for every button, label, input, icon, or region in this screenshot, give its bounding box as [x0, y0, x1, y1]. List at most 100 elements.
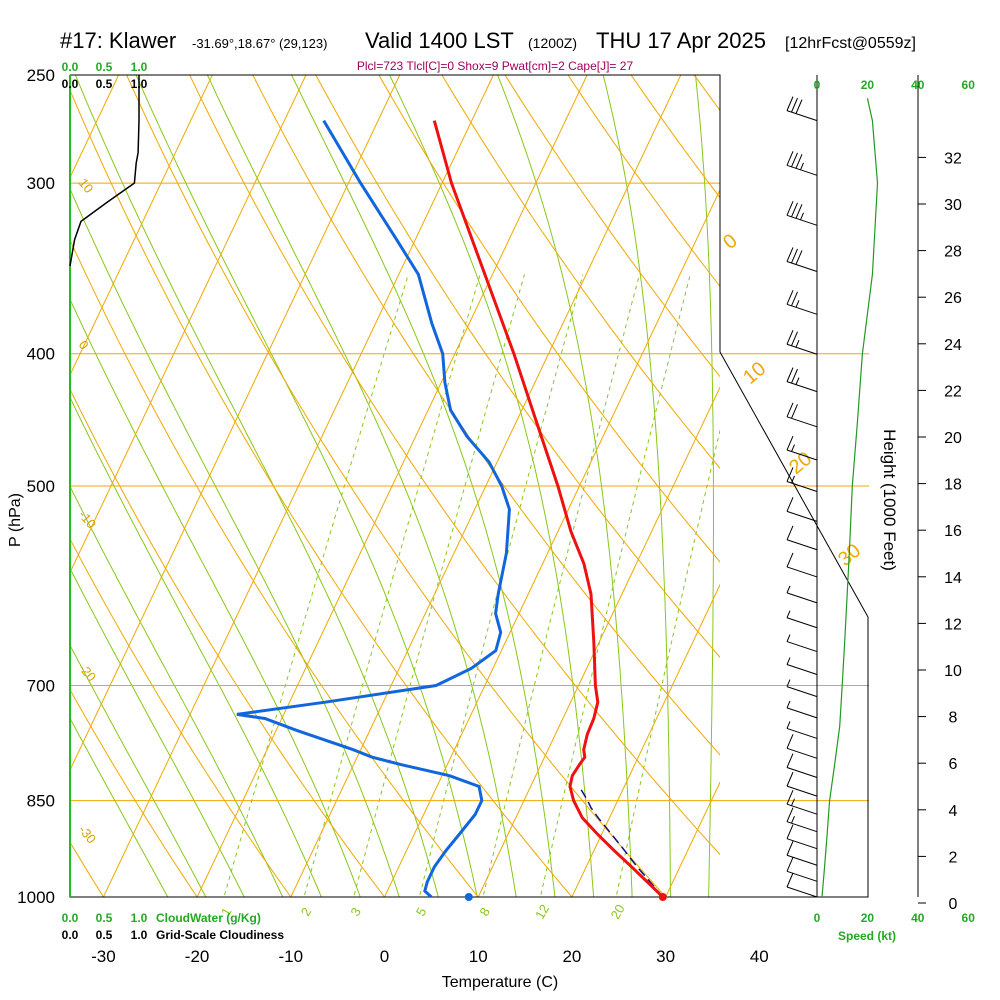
wind-barb-half: [786, 585, 791, 594]
dry-adiabat: [70, 537, 292, 897]
theta-label: 10: [739, 358, 770, 389]
moist-adiabat: [70, 644, 207, 897]
cloudwater-tick-label: 0.5: [96, 911, 113, 925]
wind-barb-flag: [786, 525, 794, 540]
isotherm: [0, 0, 88, 926]
wind-barb-flag: [786, 807, 794, 822]
height-tick-label: 6: [949, 756, 958, 773]
wind-barb-flag: [786, 467, 794, 482]
wind-barb-half: [786, 700, 791, 709]
wind-barb-half: [791, 444, 795, 452]
wind-barb: [786, 164, 818, 176]
moist-adiabat: [70, 396, 322, 897]
cloudwater-label: CloudWater (g/Kg): [156, 911, 261, 925]
wind-barb: [786, 592, 818, 604]
temperature-tick-label: 40: [750, 947, 769, 966]
pressure-tick-label: 1000: [17, 888, 55, 907]
isotherm: [70, 75, 401, 772]
dry-adiabat: [0, 0, 27, 926]
moist-adiabat: [135, 75, 478, 897]
title-station: #17: Klawer: [60, 28, 176, 53]
height-tick-label: 24: [944, 337, 962, 354]
isotherm: [839, 0, 1000, 926]
moist-adiabat: [74, 75, 439, 897]
wind-barb-half: [786, 634, 791, 642]
wind-barb-flag: [791, 331, 798, 346]
temperature-tick-label: 0: [380, 947, 389, 966]
cloudiness-tick-label: 1.0: [131, 77, 148, 91]
height-tick-label: 0: [949, 896, 958, 913]
mixing-ratio-label: 8: [476, 905, 493, 919]
dry-adiabats: [0, 0, 720, 926]
moist-adiabats: [70, 75, 714, 897]
cloudwater-tick-label: 1.0: [131, 911, 148, 925]
dewpoint-line: [236, 119, 511, 899]
cloudiness-tick-label: 0.5: [96, 77, 113, 91]
dry-adiabat: [70, 841, 104, 897]
wind-barb-flag: [786, 497, 794, 512]
mixing-ratio-line: [482, 274, 640, 897]
cloudiness-tick-label: 0.5: [96, 928, 113, 942]
wind-barb-flag: [786, 151, 794, 166]
temperature-tick-label: -20: [185, 947, 210, 966]
height-tick-label: 8: [949, 710, 958, 727]
isotherm: [290, 75, 682, 897]
wind-barb: [786, 707, 818, 719]
x-axis-label: Temperature (C): [442, 974, 558, 991]
wind-barb-flag: [791, 368, 798, 384]
wind-panel: [786, 75, 879, 897]
moist-adiabat: [70, 298, 361, 897]
moist-adiabat: [206, 75, 517, 897]
wind-barb-flag: [786, 96, 794, 111]
wind-barb: [786, 803, 818, 815]
wind-barb: [786, 785, 818, 797]
height-tick-label: 20: [944, 430, 962, 447]
wind-barb-half: [800, 212, 804, 221]
isotherm: [665, 781, 720, 897]
wind-barb-flag: [795, 204, 803, 219]
dry-adiabat: [567, 75, 720, 288]
wind-barb-flag: [786, 552, 794, 568]
cloudiness-tick-label: 1.0: [131, 928, 148, 942]
mixing-ratio-lines: [223, 274, 720, 897]
height-tick-label: 28: [944, 244, 962, 261]
height-tick-label: 22: [944, 383, 962, 400]
cloud-ticks-top: 0.0 0.0 0.5 0.5 1.0 1.0: [62, 60, 148, 91]
wind-barb: [786, 664, 818, 675]
wind-barb-flag: [786, 201, 794, 216]
cloudiness-tick-label: 0.0: [62, 77, 79, 91]
isotherm: [746, 0, 1000, 926]
temperature-line: [432, 120, 664, 899]
isotherms: [0, 0, 1000, 926]
moist-adiabat: [290, 75, 556, 897]
wind-barb: [786, 449, 818, 461]
wind-barb-flag: [786, 824, 794, 839]
dry-adiabat: [378, 75, 720, 563]
isotherm-label: 0: [76, 337, 92, 352]
wind-barb: [786, 110, 818, 122]
wind-barb-flag: [791, 291, 798, 306]
moist-adiabat: [389, 75, 595, 897]
wind-barb: [786, 767, 818, 778]
wind-barb: [786, 821, 818, 833]
wind-barb-flag: [786, 330, 794, 345]
isotherm-label: -30: [76, 822, 100, 846]
speed-tick-label: 40: [911, 911, 925, 925]
wind-barb-flag: [786, 872, 794, 888]
dry-adiabat: [189, 75, 720, 856]
wind-barb: [786, 303, 818, 315]
isotherm: [70, 75, 307, 574]
wind-barb-flag: [791, 152, 798, 167]
mixing-ratio-label: 2: [298, 905, 315, 919]
wind-barb-flag: [786, 290, 794, 305]
pressure-tick-label: 250: [27, 66, 55, 85]
moist-adiabat: [694, 75, 714, 897]
wind-barb-flag: [791, 97, 798, 113]
wind-barb: [786, 214, 818, 226]
isotherm-label: 10: [76, 175, 97, 196]
dry-adiabat: [441, 75, 720, 470]
height-tick-label: 30: [944, 197, 962, 214]
speed-ticks-top: 0 20 40 60: [814, 78, 976, 92]
height-tick-label: 32: [944, 150, 962, 167]
